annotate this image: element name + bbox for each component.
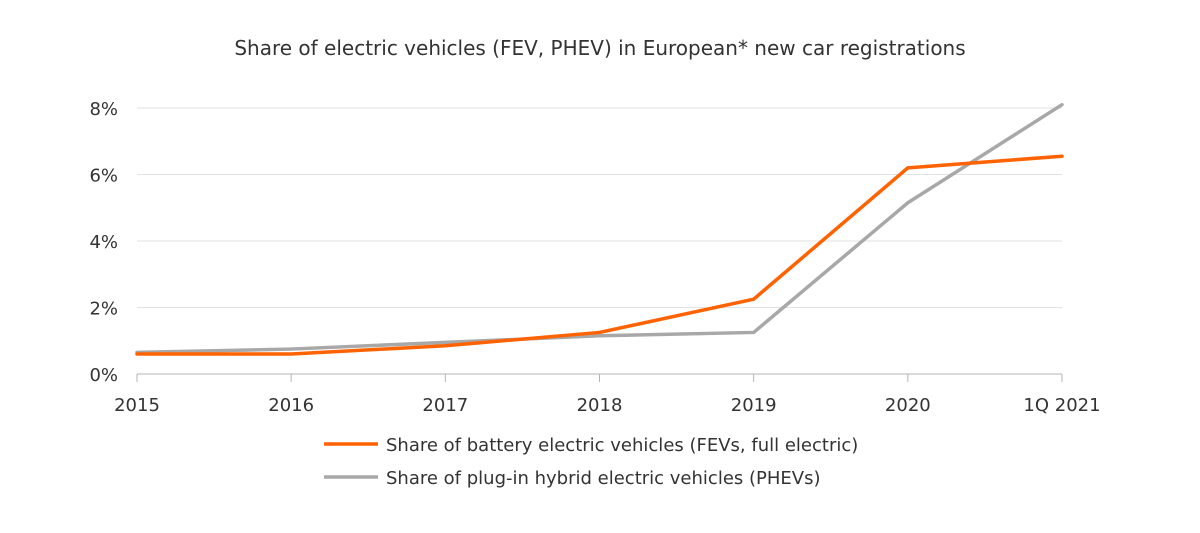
x-tick-label: 2017 — [422, 395, 468, 416]
series-line-2 — [135, 102, 1064, 355]
legend-label: Share of plug-in hybrid electric vehicle… — [386, 468, 821, 489]
legend: Share of battery electric vehicles (FEVs… — [324, 435, 858, 489]
gridlines — [137, 107, 1062, 308]
x-tick-label: 2018 — [577, 395, 623, 416]
y-tick-label: 6% — [89, 166, 118, 187]
chart-title: Share of electric vehicles (FEV, PHEV) i… — [234, 36, 966, 60]
y-tick-label: 0% — [89, 365, 118, 386]
y-tick-labels: 0% 2% 4% 6% 8% — [89, 99, 118, 386]
x-tick-label: 2020 — [885, 395, 931, 416]
x-tick-label: 2015 — [114, 395, 160, 416]
x-tick-label: 2016 — [268, 395, 314, 416]
x-tick-labels: 2015 2016 2017 2018 2019 2020 1Q 2021 — [114, 395, 1100, 416]
legend-label: Share of battery electric vehicles (FEVs… — [386, 435, 858, 456]
series-line-1 — [135, 154, 1064, 356]
series-lines — [135, 102, 1064, 356]
y-tick-label: 2% — [89, 299, 118, 320]
x-tick-label: 2019 — [731, 395, 777, 416]
x-axis — [136, 373, 1063, 382]
y-tick-label: 4% — [89, 232, 118, 253]
x-tick-label: 1Q 2021 — [1023, 395, 1100, 416]
y-tick-label: 8% — [89, 99, 118, 120]
